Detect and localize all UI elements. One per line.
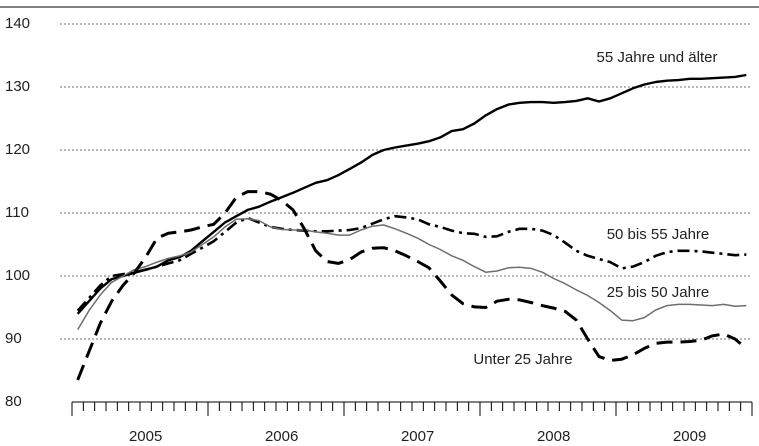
- y-tick-label: 80: [5, 393, 22, 410]
- series-label: 55 Jahre und älter: [597, 49, 718, 66]
- series-line: [77, 217, 747, 330]
- x-tick-label: 2007: [401, 428, 434, 445]
- series-line: [76, 190, 748, 381]
- y-tick-label: 130: [5, 78, 30, 95]
- series-label: 50 bis 55 Jahre: [607, 226, 710, 243]
- y-tick-label: 100: [5, 267, 30, 284]
- y-tick-label: 90: [5, 330, 22, 347]
- series-line: [76, 73, 747, 315]
- series-label: Unter 25 Jahre: [473, 351, 572, 368]
- y-tick-label: 120: [5, 141, 30, 158]
- y-tick-label: 110: [5, 204, 29, 221]
- x-tick-label: 2008: [537, 428, 570, 445]
- series-label: 25 bis 50 Jahre: [607, 284, 710, 301]
- x-tick-label: 2005: [129, 428, 162, 445]
- series-line: [76, 214, 747, 312]
- x-tick-label: 2009: [673, 428, 706, 445]
- x-tick-label: 2006: [265, 428, 298, 445]
- y-tick-label: 140: [5, 15, 30, 32]
